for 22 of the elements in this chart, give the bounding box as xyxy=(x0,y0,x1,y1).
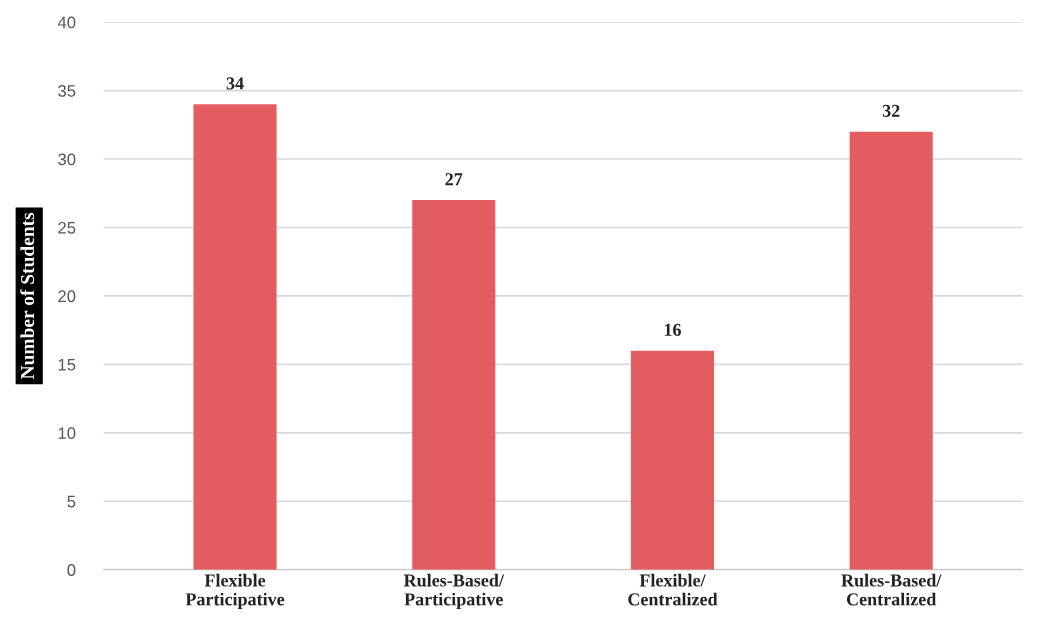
y-tick-label: 10 xyxy=(58,427,76,440)
x-tick-label: Flexible/ Centralized xyxy=(628,573,718,606)
x-tick-label: Rules-Based/ Participative xyxy=(403,573,505,610)
x-tick-label: Rules-Based/ Centralized xyxy=(841,573,942,606)
data-label: 27 xyxy=(445,173,463,186)
data-label: 32 xyxy=(882,104,900,117)
y-tick-label: 0 xyxy=(67,564,76,576)
y-tick-label: 35 xyxy=(58,85,76,97)
y-tick-label: 20 xyxy=(58,290,76,303)
data-label: 16 xyxy=(664,323,681,336)
bar xyxy=(412,200,496,570)
y-tick-label: 25 xyxy=(58,221,76,234)
y-tick-label: 15 xyxy=(58,358,76,371)
bar xyxy=(193,104,277,570)
x-tick-label: Flexible Participative xyxy=(185,573,285,610)
y-axis-title: Number of Students xyxy=(20,212,35,380)
y-tick-label: 30 xyxy=(58,153,76,166)
y-tick-label: 5 xyxy=(67,495,76,508)
bar xyxy=(849,131,933,570)
y-tick-label: 40 xyxy=(57,16,76,29)
data-label: 34 xyxy=(226,77,244,90)
bar xyxy=(630,350,715,570)
